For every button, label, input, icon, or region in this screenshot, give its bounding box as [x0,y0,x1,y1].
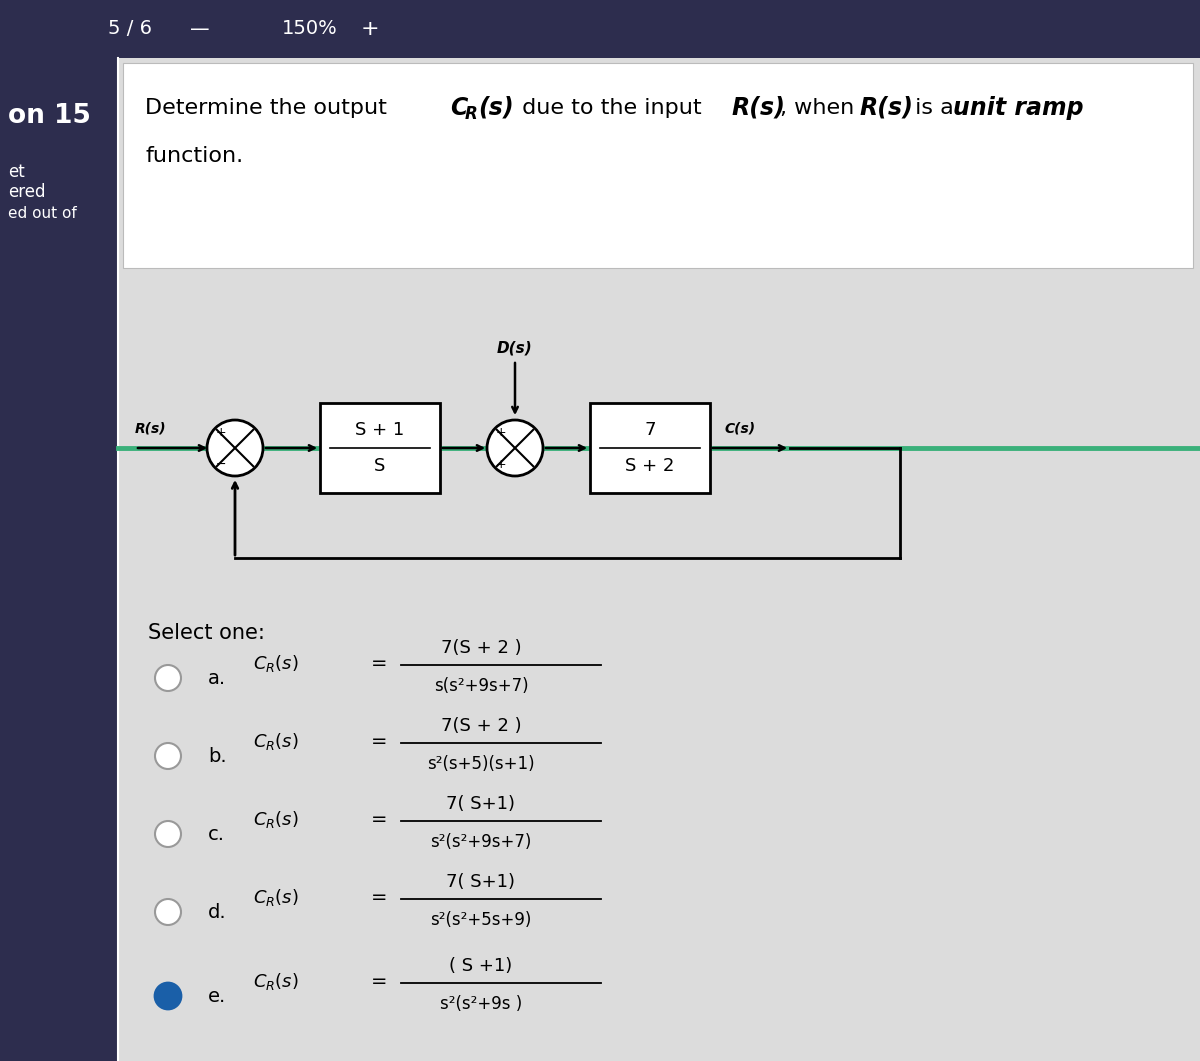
Text: s(s²+9s+7): s(s²+9s+7) [433,677,528,695]
Text: $C_R(s)$: $C_R(s)$ [253,810,299,831]
Bar [124,63,1193,268]
Text: 150%: 150% [282,19,338,38]
Text: S + 2: S + 2 [625,457,674,475]
Text: ( S +1): ( S +1) [449,957,512,975]
Bar [590,403,710,493]
Text: +: + [496,425,506,438]
Text: C(s): C(s) [725,421,756,435]
Text: R(s): R(s) [860,95,914,120]
Text: C: C [450,95,467,120]
Bar [0,0,1200,58]
Text: function.: function. [145,146,244,166]
Text: +: + [361,19,379,39]
Text: —: — [190,19,210,38]
Text: 7( S+1): 7( S+1) [446,873,516,891]
Text: −: − [216,457,227,470]
Text: ered: ered [8,182,46,201]
Text: =: = [371,655,388,674]
Text: s²(s²+5s+9): s²(s²+5s+9) [431,911,532,929]
Text: 5 / 6: 5 / 6 [108,19,152,38]
Text: +: + [496,457,506,470]
Text: c.: c. [208,824,226,843]
Text: D(s): D(s) [497,341,533,355]
Text: unit ramp: unit ramp [953,95,1084,120]
Circle shape [155,743,181,769]
Text: =: = [371,732,388,751]
Circle shape [155,665,181,691]
Circle shape [487,420,542,476]
Bar [0,58,118,1061]
Text: et: et [8,163,25,181]
Text: 7(S + 2 ): 7(S + 2 ) [440,639,521,657]
Text: d.: d. [208,903,227,922]
Text: +: + [216,425,227,438]
Text: =: = [371,888,388,907]
Text: Determine the output: Determine the output [145,98,394,118]
Text: due to the input: due to the input [515,98,709,118]
Text: ed out of: ed out of [8,206,77,221]
Text: =: = [371,811,388,830]
Text: S + 1: S + 1 [355,421,404,439]
Text: $C_R(s)$: $C_R(s)$ [253,887,299,908]
Text: R: R [466,105,478,123]
Text: R(s): R(s) [134,421,167,435]
Text: =: = [371,973,388,991]
Text: on 15: on 15 [8,103,91,129]
Circle shape [155,982,181,1009]
Text: 7: 7 [644,421,655,439]
Text: R(s): R(s) [732,95,786,120]
Circle shape [155,821,181,847]
Circle shape [155,899,181,925]
Text: (s): (s) [478,95,514,120]
Text: $C_R(s)$: $C_R(s)$ [253,972,299,992]
Text: 7(S + 2 ): 7(S + 2 ) [440,717,521,735]
Text: Select one:: Select one: [148,623,265,643]
Circle shape [208,420,263,476]
Text: s²(s+5)(s+1): s²(s+5)(s+1) [427,755,535,773]
Text: a.: a. [208,668,226,688]
Text: e.: e. [208,987,227,1006]
Text: is a: is a [908,98,961,118]
Text: $C_R(s)$: $C_R(s)$ [253,654,299,675]
Text: S: S [374,457,385,475]
Text: 7( S+1): 7( S+1) [446,795,516,813]
Text: $C_R(s)$: $C_R(s)$ [253,731,299,752]
Text: s²(s²+9s+7): s²(s²+9s+7) [431,833,532,851]
Text: , when: , when [780,98,862,118]
Bar [320,403,440,493]
Text: s²(s²+9s ): s²(s²+9s ) [440,995,522,1013]
Text: b.: b. [208,747,227,765]
